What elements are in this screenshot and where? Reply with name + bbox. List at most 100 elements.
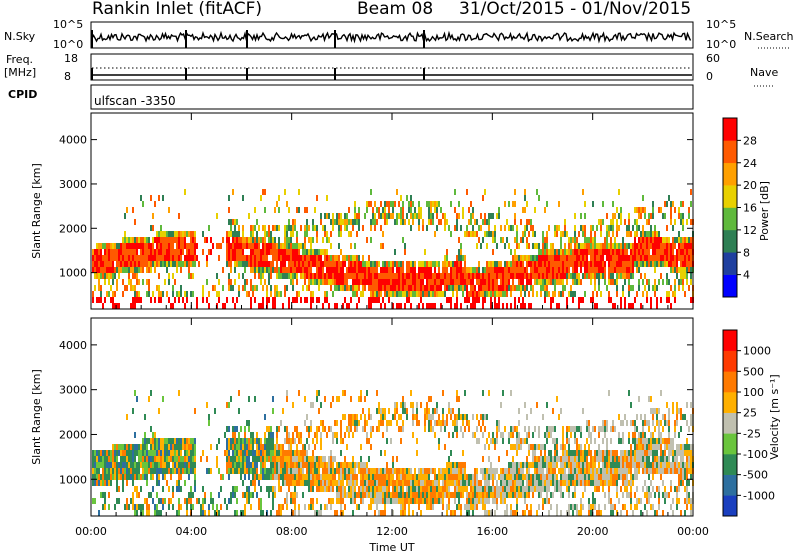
echo-cell xyxy=(498,486,500,492)
echo-cell xyxy=(266,426,268,432)
echo-cell xyxy=(336,432,338,438)
echo-cell xyxy=(224,303,226,309)
echo-cell xyxy=(452,480,454,486)
echo-cell xyxy=(250,243,252,249)
echo-cell xyxy=(618,273,620,279)
echo-cell xyxy=(638,261,640,267)
echo-cell xyxy=(442,498,444,504)
echo-cell xyxy=(656,255,658,261)
echo-cell xyxy=(332,468,334,474)
echo-cell xyxy=(494,225,496,231)
echo-cell xyxy=(374,279,376,285)
echo-cell xyxy=(456,432,458,438)
echo-cell xyxy=(456,396,458,402)
echo-cell xyxy=(302,243,304,249)
echo-cell xyxy=(506,468,508,474)
echo-cell xyxy=(362,468,364,474)
echo-cell xyxy=(338,243,340,249)
echo-cell xyxy=(256,249,258,255)
echo-cell xyxy=(214,285,216,291)
echo-cell xyxy=(396,468,398,474)
echo-cell xyxy=(476,231,478,237)
echo-cell xyxy=(266,255,268,261)
echo-cell xyxy=(648,219,650,225)
echo-cell xyxy=(380,243,382,249)
echo-cell xyxy=(690,267,692,273)
echo-cell xyxy=(450,450,452,456)
echo-cell xyxy=(518,468,520,474)
echo-cell xyxy=(522,480,524,486)
echo-cell xyxy=(102,450,104,456)
echo-cell xyxy=(490,267,492,273)
echo-cell xyxy=(332,432,334,438)
echo-cell xyxy=(432,504,434,510)
echo-cell xyxy=(574,432,576,438)
echo-cell xyxy=(164,261,166,267)
echo-cell xyxy=(288,438,290,444)
echo-cell xyxy=(276,243,278,249)
echo-cell xyxy=(646,279,648,285)
echo-cell xyxy=(272,408,274,414)
echo-cell xyxy=(616,255,618,261)
echo-cell xyxy=(194,444,196,450)
echo-cell xyxy=(626,255,628,261)
echo-cell xyxy=(366,468,368,474)
echo-cell xyxy=(404,291,406,297)
echo-cell xyxy=(614,243,616,249)
echo-cell xyxy=(682,285,684,291)
echo-cell xyxy=(362,267,364,273)
echo-cell xyxy=(370,201,372,207)
echo-cell xyxy=(322,486,324,492)
echo-cell xyxy=(224,498,226,504)
echo-cell xyxy=(564,285,566,291)
echo-cell xyxy=(438,279,440,285)
echo-cell xyxy=(192,438,194,444)
echo-cell xyxy=(174,456,176,462)
echo-cell xyxy=(244,474,246,480)
echo-cell xyxy=(504,261,506,267)
echo-cell xyxy=(192,456,194,462)
echo-cell xyxy=(432,486,434,492)
echo-cell xyxy=(368,492,370,498)
echo-cell xyxy=(566,297,568,303)
echo-cell xyxy=(354,219,356,225)
echo-cell xyxy=(456,480,458,486)
echo-cell xyxy=(142,249,144,255)
echo-cell xyxy=(338,261,340,267)
echo-cell xyxy=(514,492,516,498)
echo-cell xyxy=(460,279,462,285)
echo-cell xyxy=(662,243,664,249)
echo-cell xyxy=(594,456,596,462)
echo-cell xyxy=(272,498,274,504)
echo-cell xyxy=(416,408,418,414)
echo-cell xyxy=(240,462,242,468)
echo-cell xyxy=(628,231,630,237)
echo-cell xyxy=(378,498,380,504)
echo-cell xyxy=(346,426,348,432)
echo-cell xyxy=(348,261,350,267)
echo-cell xyxy=(328,456,330,462)
echo-cell xyxy=(108,456,110,462)
echo-cell xyxy=(684,273,686,279)
echo-cell xyxy=(232,237,234,243)
echo-cell xyxy=(340,432,342,438)
echo-cell xyxy=(128,468,130,474)
echo-cell xyxy=(556,261,558,267)
echo-cell xyxy=(420,474,422,480)
echo-cell xyxy=(250,237,252,243)
echo-cell xyxy=(456,504,458,510)
echo-cell xyxy=(250,231,252,237)
echo-cell xyxy=(524,492,526,498)
echo-cell xyxy=(552,456,554,462)
echo-cell xyxy=(416,285,418,291)
echo-cell xyxy=(308,468,310,474)
echo-cell xyxy=(542,414,544,420)
echo-cell xyxy=(278,462,280,468)
echo-cell xyxy=(582,462,584,468)
echo-cell xyxy=(518,261,520,267)
echo-cell xyxy=(390,498,392,504)
echo-cell xyxy=(430,468,432,474)
echo-cell xyxy=(618,267,620,273)
echo-cell xyxy=(142,438,144,444)
echo-cell xyxy=(212,504,214,510)
